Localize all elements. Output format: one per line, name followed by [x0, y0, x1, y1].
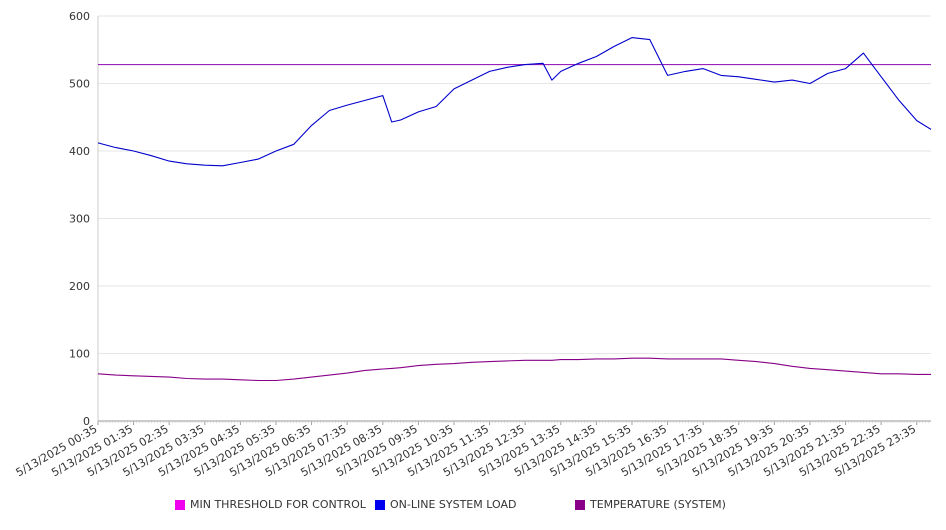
legend-swatch-threshold	[175, 499, 185, 510]
legend-label-load: ON-LINE SYSTEM LOAD	[390, 498, 517, 511]
legend-label-threshold: MIN THRESHOLD FOR CONTROL	[190, 498, 366, 511]
y-tick-label: 500	[69, 78, 90, 91]
legend-item-threshold: MIN THRESHOLD FOR CONTROL	[175, 498, 366, 511]
legend-item-load: ON-LINE SYSTEM LOAD	[375, 498, 516, 511]
y-tick-label: 200	[69, 280, 90, 293]
y-tick-label: 100	[69, 348, 90, 361]
y-tick-label: 300	[69, 213, 90, 226]
legend: MIN THRESHOLD FOR CONTROL ON-LINE SYSTEM…	[0, 496, 946, 516]
y-tick-label: 400	[69, 145, 90, 158]
y-tick-label: 0	[83, 415, 90, 428]
legend-item-temperature: TEMPERATURE (SYSTEM)	[575, 498, 726, 511]
legend-label-temperature: TEMPERATURE (SYSTEM)	[590, 498, 726, 511]
system-load-line	[97, 37, 932, 167]
legend-swatch-load	[375, 499, 385, 510]
legend-swatch-temperature	[575, 499, 585, 510]
y-tick-label: 600	[69, 10, 90, 23]
temperature-line	[97, 357, 931, 382]
